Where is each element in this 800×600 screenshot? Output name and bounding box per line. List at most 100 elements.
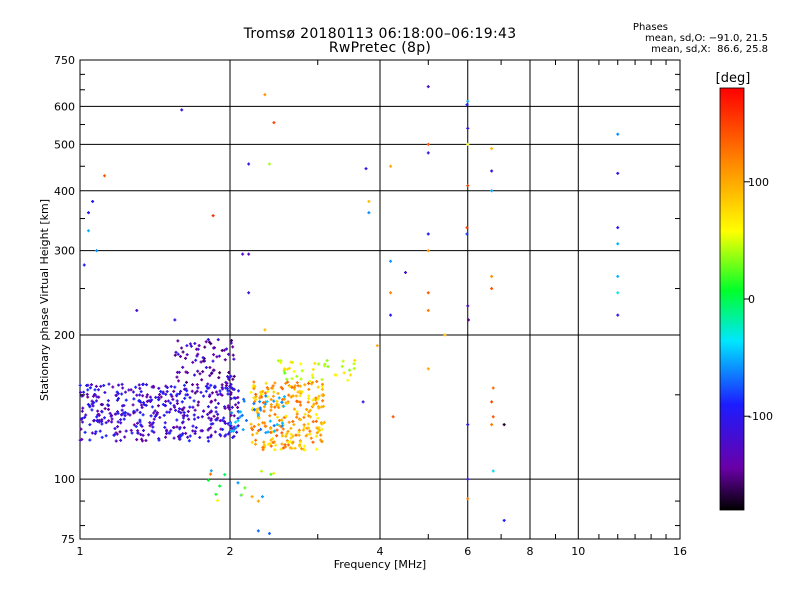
- data-point: [426, 367, 430, 371]
- data-point: [204, 384, 208, 388]
- data-point: [466, 142, 470, 146]
- data-point: [261, 389, 265, 393]
- data-point: [84, 413, 88, 417]
- data-point: [139, 423, 143, 427]
- data-point: [230, 339, 234, 343]
- data-point: [209, 418, 213, 422]
- data-point: [237, 410, 241, 414]
- data-point: [267, 532, 271, 536]
- data-point: [289, 432, 293, 436]
- data-point: [184, 387, 188, 391]
- data-point: [164, 435, 168, 439]
- data-point: [192, 413, 196, 417]
- data-point: [229, 374, 233, 378]
- data-point: [281, 421, 285, 425]
- data-point: [295, 374, 299, 378]
- data-point: [281, 427, 285, 431]
- data-point: [389, 164, 393, 168]
- data-point: [616, 313, 620, 317]
- data-point: [158, 393, 162, 397]
- data-point: [315, 431, 319, 435]
- data-point: [162, 413, 166, 417]
- data-point: [375, 344, 379, 348]
- data-point: [342, 371, 346, 375]
- data-point: [134, 385, 138, 389]
- data-point: [193, 408, 197, 412]
- data-point: [250, 428, 254, 432]
- data-point: [259, 390, 263, 394]
- stats-o-mode: mean, sd,O: −91.0, 21.5: [645, 33, 768, 44]
- data-point: [616, 242, 620, 246]
- data-point: [250, 440, 254, 444]
- data-point: [321, 421, 325, 425]
- data-point: [231, 353, 235, 357]
- data-point: [309, 436, 313, 440]
- data-point: [206, 338, 210, 342]
- data-point: [214, 406, 218, 410]
- data-point: [86, 403, 90, 407]
- data-point: [283, 371, 287, 375]
- data-point: [285, 377, 289, 381]
- data-point: [154, 395, 158, 399]
- data-point: [292, 370, 296, 374]
- data-point: [306, 400, 310, 404]
- data-point: [218, 371, 222, 375]
- data-point: [199, 390, 203, 394]
- data-point: [85, 384, 89, 388]
- data-point: [254, 438, 258, 442]
- data-point: [214, 492, 218, 496]
- data-point: [231, 436, 235, 440]
- data-point: [236, 406, 240, 410]
- data-point: [229, 392, 233, 396]
- data-point: [144, 439, 148, 443]
- data-point: [426, 232, 430, 236]
- data-point: [114, 431, 118, 435]
- data-point: [131, 403, 135, 407]
- data-point: [227, 432, 231, 436]
- data-point: [317, 394, 321, 398]
- data-point: [152, 430, 156, 434]
- data-point: [320, 378, 324, 382]
- data-point: [124, 429, 128, 433]
- data-point: [130, 431, 134, 435]
- data-point: [195, 383, 199, 387]
- data-point: [287, 393, 291, 397]
- data-point: [258, 396, 262, 400]
- data-point: [250, 495, 254, 499]
- data-point: [158, 416, 162, 420]
- data-point: [295, 381, 299, 385]
- data-point: [198, 372, 202, 376]
- data-point: [280, 431, 284, 435]
- data-point: [88, 438, 92, 442]
- data-point: [281, 434, 284, 438]
- data-point: [220, 418, 224, 422]
- data-point: [180, 108, 184, 112]
- data-point: [224, 380, 228, 384]
- data-point: [172, 404, 176, 408]
- data-point: [119, 418, 123, 422]
- data-point: [208, 411, 212, 415]
- data-point: [197, 344, 201, 348]
- data-point: [286, 401, 290, 405]
- data-point: [275, 423, 279, 427]
- data-point: [110, 420, 114, 424]
- data-point: [490, 147, 494, 151]
- data-point: [164, 399, 168, 403]
- data-point: [288, 385, 292, 389]
- data-point: [140, 403, 144, 407]
- data-point: [184, 370, 188, 374]
- data-point: [180, 433, 184, 437]
- data-point: [201, 359, 205, 363]
- data-point: [232, 357, 236, 361]
- data-point: [254, 398, 258, 402]
- data-point: [241, 428, 245, 432]
- data-point: [123, 435, 127, 439]
- data-point: [97, 420, 101, 424]
- data-point: [303, 448, 307, 452]
- data-point: [90, 402, 94, 406]
- data-point: [252, 380, 256, 384]
- data-point: [272, 121, 276, 125]
- data-point: [263, 421, 267, 425]
- data-point: [120, 413, 124, 417]
- data-point: [321, 404, 325, 408]
